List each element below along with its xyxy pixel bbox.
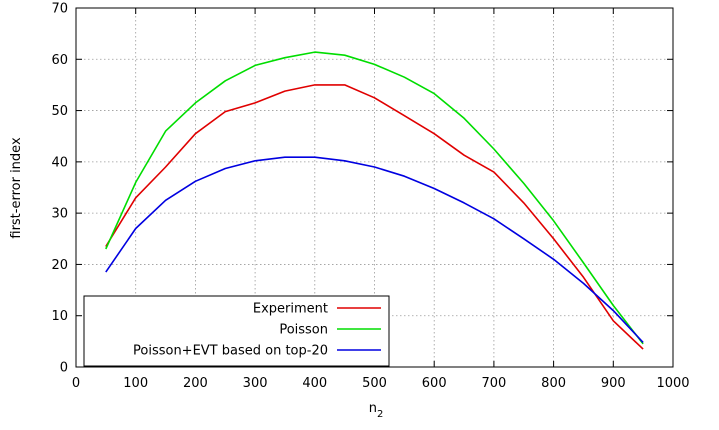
y-tick-label: 0 [60,361,68,376]
series-line-poisson-evt-based-on-top-20 [105,156,644,343]
x-tick-label: 900 [601,376,626,391]
x-tick-label: 800 [541,376,566,391]
x-tick-label: 400 [302,376,327,391]
x-axis-title: n2 [369,401,384,420]
x-tick-label: 200 [183,376,208,391]
x-tick-label: 100 [123,376,148,391]
series-layer [105,51,644,350]
plot-frame [75,7,674,368]
x-tick-label: 300 [243,376,268,391]
x-axis-title-main: n [369,401,377,416]
x-tick-label: 600 [422,376,447,391]
y-axis-title: first-error index [9,137,24,239]
x-tick-label: 700 [481,376,506,391]
legend-label: Poisson [279,323,328,338]
legend-label: Experiment [253,302,328,317]
series-line-poisson [105,51,644,345]
legend: Experiment Poisson Poisson+EVT based on to… [83,295,390,367]
y-tick-label: 10 [51,309,68,324]
x-tick-label: 1000 [656,376,689,391]
y-tick-label: 50 [51,104,68,119]
x-tick-label: 500 [362,376,387,391]
y-tick-label: 40 [51,155,68,170]
y-tick-label: 30 [51,207,68,222]
x-tick-label: 0 [72,376,80,391]
tick-labels: 0 100 200 300 400 500 600 700 800 900 1000 0 10 20 30 4… [51,2,689,392]
legend-label: Poisson+EVT based on top-20 [133,344,328,359]
x-axis-title-subscript: 2 [377,409,383,420]
series-line-experiment [105,84,644,350]
y-tick-label: 60 [51,53,68,68]
y-tick-label: 20 [51,258,68,273]
y-tick-label: 70 [51,2,68,17]
